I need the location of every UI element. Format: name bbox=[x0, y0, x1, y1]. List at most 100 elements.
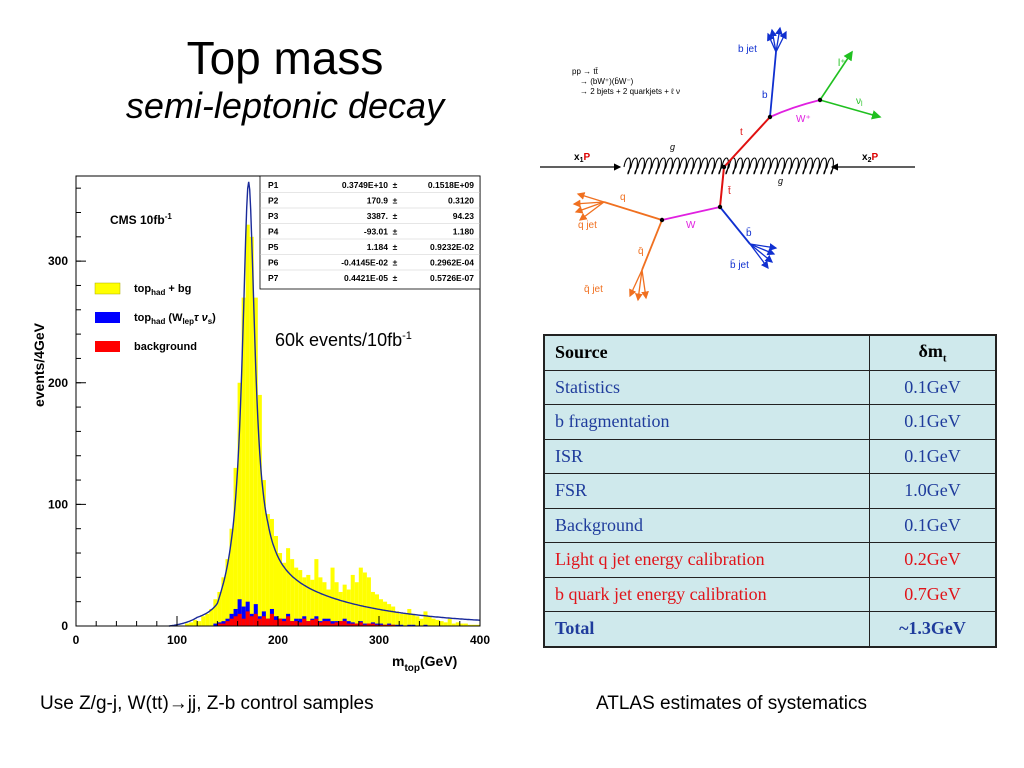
histogram-bars bbox=[185, 224, 480, 626]
bar-background bbox=[362, 624, 367, 626]
bar-background bbox=[318, 622, 323, 626]
bar-total bbox=[451, 623, 456, 626]
bar-total bbox=[346, 589, 351, 626]
bar-background bbox=[330, 623, 335, 626]
table-row: ISR 0.1GeV bbox=[543, 438, 997, 474]
svg-text:g: g bbox=[670, 142, 675, 152]
param-value: -93.01 bbox=[364, 227, 388, 237]
param-error: 1.180 bbox=[453, 227, 475, 237]
svg-text:νl: νl bbox=[856, 96, 863, 108]
wminus-line bbox=[661, 206, 721, 221]
bar-total bbox=[342, 584, 347, 626]
qbar-line bbox=[641, 219, 663, 271]
bar-background bbox=[290, 621, 295, 626]
bar-total bbox=[185, 623, 190, 626]
table-header: Source δmt bbox=[543, 334, 997, 371]
bar-total bbox=[415, 616, 420, 626]
legend-swatch-blue bbox=[95, 312, 120, 323]
x-tick-label: 200 bbox=[268, 633, 288, 647]
bar-total bbox=[439, 621, 444, 626]
table-row: b quark jet energy calibration 0.7GeV bbox=[543, 576, 997, 612]
bar-background bbox=[391, 624, 396, 626]
neutrino-line bbox=[819, 99, 882, 120]
svg-text:t̄: t̄ bbox=[727, 185, 731, 197]
bar-total bbox=[322, 582, 327, 626]
param-error: 0.5726E-07 bbox=[430, 273, 474, 283]
bar-total bbox=[265, 514, 270, 626]
caption-right: ATLAS estimates of systematics bbox=[596, 693, 868, 714]
param-value: 3387. bbox=[367, 211, 388, 221]
param-name: P2 bbox=[268, 196, 279, 206]
bar-total bbox=[334, 582, 339, 626]
bar-total bbox=[257, 394, 262, 626]
table-row: Light q jet energy calibration 0.2GeV bbox=[543, 542, 997, 578]
bar-background bbox=[350, 623, 355, 626]
bar-background bbox=[334, 622, 339, 626]
bar-total bbox=[318, 577, 323, 626]
bar-background bbox=[229, 618, 234, 626]
legend-swatch-red bbox=[95, 341, 120, 352]
x-tick-label: 0 bbox=[73, 633, 80, 647]
legend: tophad + bg tophad (Wlepτ νs) background bbox=[94, 282, 216, 353]
param-error: 0.3120 bbox=[448, 196, 474, 206]
bar-total bbox=[298, 570, 303, 626]
bar-background bbox=[265, 618, 270, 626]
bar-signal bbox=[237, 599, 242, 626]
bar-background bbox=[379, 624, 384, 626]
param-error: 0.1518E+09 bbox=[428, 180, 474, 190]
bar-background bbox=[374, 624, 379, 626]
bar-background bbox=[342, 621, 347, 626]
svg-text:b̄ jet: b̄ jet bbox=[730, 258, 749, 271]
bar-total bbox=[229, 528, 234, 626]
bar-total bbox=[475, 624, 480, 626]
bar-background bbox=[370, 623, 375, 626]
svg-text:t: t bbox=[740, 127, 743, 138]
bar-total bbox=[237, 382, 242, 626]
bar-background bbox=[314, 618, 319, 626]
axis-ticks: 0 100 200 300 400 0 100 200 300 bbox=[48, 187, 490, 647]
bar-total bbox=[189, 622, 194, 626]
bar-total bbox=[338, 591, 343, 626]
process-text: pp → tt̄ → (bW⁺)(b̄W⁻) → 2 bjets + 2 qua… bbox=[572, 67, 680, 96]
caption-left: Use Z/g-j, W(tt)→jj, Z-b control samples bbox=[40, 693, 374, 714]
events-annotation: 60k events/10fb-1 bbox=[275, 330, 412, 350]
bar-background bbox=[253, 613, 258, 626]
bbar-jet-tracks bbox=[749, 243, 778, 270]
bar-signal bbox=[241, 606, 246, 626]
param-name: P4 bbox=[268, 227, 279, 237]
bar-total bbox=[193, 619, 198, 626]
bar-background bbox=[354, 623, 359, 626]
param-plusminus: ± bbox=[393, 211, 398, 221]
bar-background bbox=[310, 619, 315, 626]
bar-background bbox=[387, 624, 392, 626]
qbar-jet-tracks bbox=[629, 269, 649, 302]
bar-background bbox=[346, 623, 351, 626]
bar-total bbox=[427, 616, 432, 626]
feynman-diagram: pp → tt̄ → (bW⁺)(b̄W⁻) → 2 bjets + 2 qua… bbox=[540, 26, 915, 302]
bar-total bbox=[330, 567, 335, 626]
bar-total bbox=[314, 559, 319, 626]
bar-total bbox=[447, 618, 452, 626]
param-plusminus: ± bbox=[393, 180, 398, 190]
param-plusminus: ± bbox=[393, 273, 398, 283]
param-plusminus: ± bbox=[393, 258, 398, 268]
bar-total bbox=[197, 621, 202, 626]
bar-total bbox=[253, 297, 258, 626]
x-axis-label: mtop(GeV) bbox=[392, 653, 457, 674]
table-row: FSR 1.0GeV bbox=[543, 473, 997, 509]
header-dm: δmt bbox=[869, 334, 997, 371]
bar-total bbox=[261, 480, 266, 626]
bar-total bbox=[205, 613, 210, 626]
svg-text:pp → tt̄: pp → tt̄ bbox=[572, 67, 599, 76]
bar-background bbox=[249, 616, 254, 626]
bar-total bbox=[387, 604, 392, 626]
q-line bbox=[603, 201, 663, 221]
param-name: P5 bbox=[268, 242, 279, 252]
bar-total bbox=[290, 559, 295, 626]
bar-total bbox=[233, 467, 238, 626]
param-value: 0.4421E-05 bbox=[344, 273, 388, 283]
svg-text:q̄ jet: q̄ jet bbox=[584, 284, 603, 295]
param-value: 1.184 bbox=[367, 242, 389, 252]
bar-total bbox=[443, 622, 448, 626]
bar-background bbox=[366, 623, 371, 626]
